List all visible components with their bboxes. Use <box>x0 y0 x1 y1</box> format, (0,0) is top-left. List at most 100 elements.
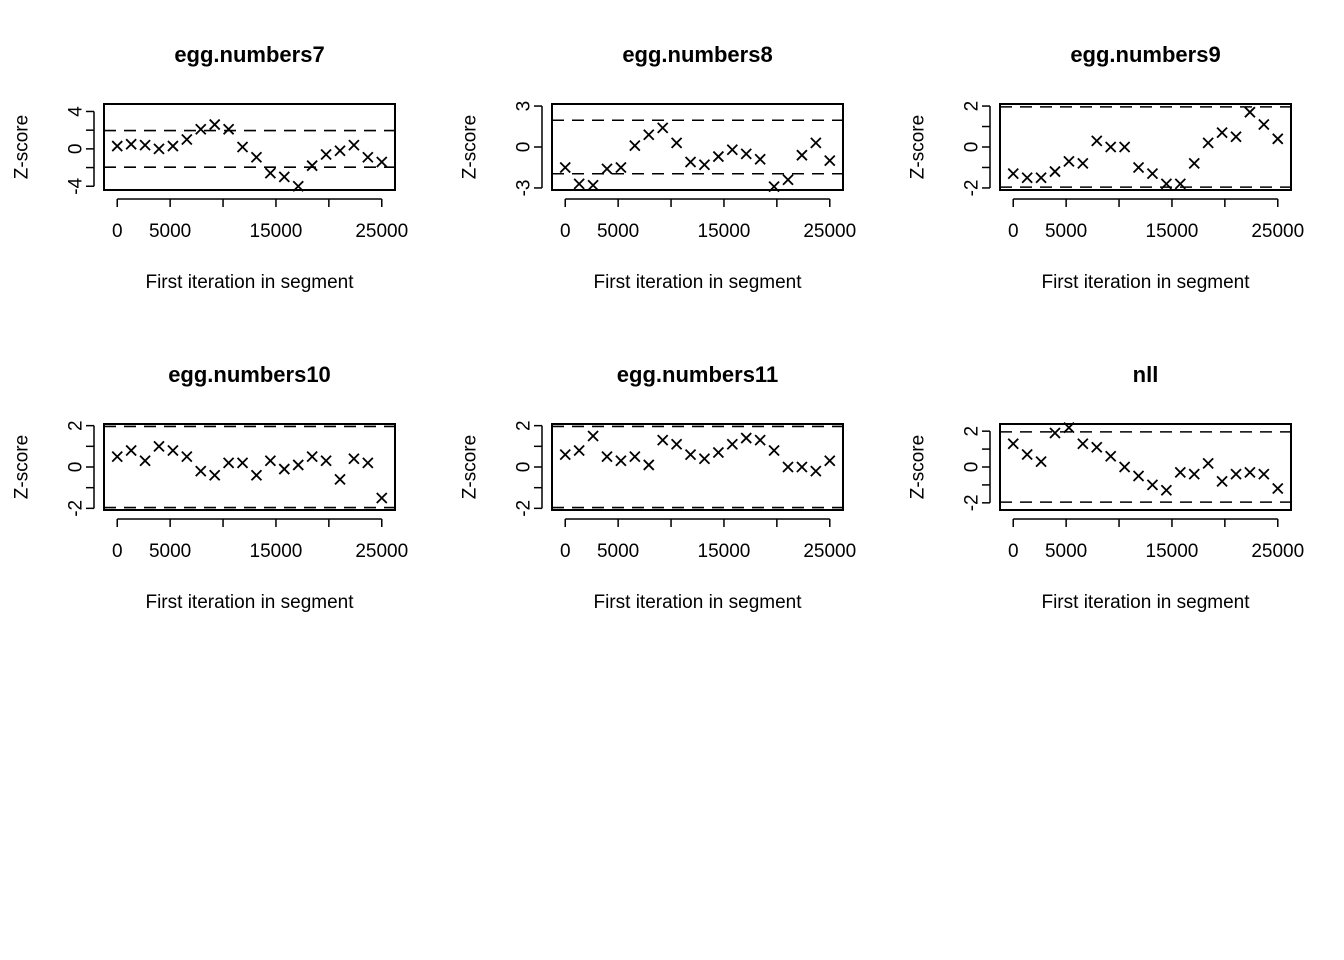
data-point <box>782 174 794 186</box>
data-point <box>167 444 179 457</box>
data-point <box>181 133 193 146</box>
data-point-stroke <box>139 139 151 151</box>
data-point-stroke <box>250 151 263 163</box>
data-point-stroke <box>698 159 711 171</box>
y-axis-label: Z-score <box>460 435 481 499</box>
data-point-stroke <box>573 178 585 190</box>
chart-panel-5: egg.numbers11 0 5000 15000 25000 -2 0 2 First it… <box>460 362 857 613</box>
data-point-stroke <box>292 459 304 471</box>
data-point <box>1063 421 1075 434</box>
data-point <box>334 473 346 486</box>
data-point <box>1146 479 1159 491</box>
data-point-stroke <box>559 448 571 461</box>
x-axis-label: First iteration in segment <box>1041 272 1250 293</box>
data-point <box>1077 438 1089 450</box>
data-point <box>1146 167 1159 180</box>
data-point-stroke <box>1202 137 1214 149</box>
data-point <box>657 122 669 134</box>
x-tick-label: 15000 <box>698 221 751 242</box>
data-point <box>306 160 318 172</box>
chart-panel-4: egg.numbers10 0 5000 15000 25000 -2 0 2 First it… <box>12 362 409 613</box>
data-point-stroke <box>1272 482 1284 495</box>
data-point-stroke <box>670 137 683 149</box>
x-tick-label: 5000 <box>149 541 191 562</box>
data-point-stroke <box>1118 141 1131 153</box>
data-point <box>348 453 360 465</box>
x-axis-label: First iteration in segment <box>593 272 802 293</box>
data-point <box>264 455 277 467</box>
y-tick-label: 2 <box>962 101 983 112</box>
data-point <box>1118 461 1131 473</box>
chart-title: egg.numbers11 <box>617 362 778 387</box>
data-point-stroke <box>615 455 627 467</box>
data-point-stroke <box>657 122 669 134</box>
data-point-stroke <box>810 465 822 477</box>
data-point-stroke <box>1007 438 1019 450</box>
data-point-stroke <box>1160 484 1173 496</box>
data-point <box>1035 455 1047 468</box>
data-point <box>250 469 263 481</box>
y-tick-label: 0 <box>514 142 535 153</box>
data-point <box>1216 475 1228 487</box>
y-tick-label: -2 <box>962 179 983 196</box>
data-point <box>1216 127 1228 139</box>
data-point <box>754 153 766 165</box>
data-point <box>236 457 249 469</box>
data-point-stroke <box>1105 141 1117 153</box>
data-point-stroke <box>1091 135 1103 147</box>
data-point <box>1132 161 1145 174</box>
data-point <box>362 151 374 163</box>
data-point <box>153 440 165 452</box>
y-tick-label: -2 <box>66 500 87 517</box>
x-tick-label: 5000 <box>1045 541 1087 562</box>
data-point-stroke <box>726 438 738 450</box>
data-point-stroke <box>754 434 766 446</box>
data-point <box>209 469 221 481</box>
data-point <box>615 161 627 174</box>
data-point <box>1230 468 1242 480</box>
data-point-stroke <box>1174 466 1186 479</box>
data-point <box>615 455 627 467</box>
data-point <box>740 148 752 160</box>
data-point-stroke <box>334 145 346 157</box>
y-tick-label: -4 <box>66 177 87 194</box>
data-point-stroke <box>601 451 613 463</box>
data-point <box>754 434 766 446</box>
data-point <box>698 453 711 465</box>
data-point-stroke <box>153 143 165 155</box>
data-point-stroke <box>810 137 822 149</box>
data-point-stroke <box>264 455 277 467</box>
data-point <box>376 492 388 504</box>
data-point-stroke <box>1202 457 1214 470</box>
x-tick-label: 15000 <box>698 541 751 562</box>
data-point <box>348 139 360 151</box>
y-tick-label: 2 <box>66 420 87 431</box>
data-point <box>1049 165 1061 178</box>
data-point-stroke <box>601 163 613 175</box>
plot-frame <box>999 103 1292 191</box>
x-axis-label: First iteration in segment <box>1041 592 1250 613</box>
data-point <box>1258 468 1270 480</box>
data-point <box>125 138 137 150</box>
plot-frame <box>999 423 1292 511</box>
y-tick-label: -2 <box>514 500 535 517</box>
y-tick-label: 2 <box>514 420 535 431</box>
data-point-stroke <box>222 123 235 135</box>
data-point <box>824 155 836 167</box>
data-point <box>222 123 235 135</box>
y-tick-label: 0 <box>66 462 87 473</box>
chart-title: egg.numbers10 <box>168 362 331 387</box>
chart-title: nll <box>1133 362 1159 387</box>
y-axis-label: Z-score <box>908 435 929 499</box>
data-point <box>573 178 585 190</box>
data-point <box>167 140 179 152</box>
data-point-stroke <box>264 167 277 179</box>
data-point-stroke <box>824 455 836 467</box>
data-point <box>670 137 683 149</box>
data-point-stroke <box>643 459 655 471</box>
data-point-stroke <box>181 451 193 463</box>
data-point-stroke <box>740 148 752 160</box>
y-tick-label: 4 <box>66 106 87 117</box>
data-point <box>824 455 836 467</box>
data-point-stroke <box>1049 165 1061 178</box>
